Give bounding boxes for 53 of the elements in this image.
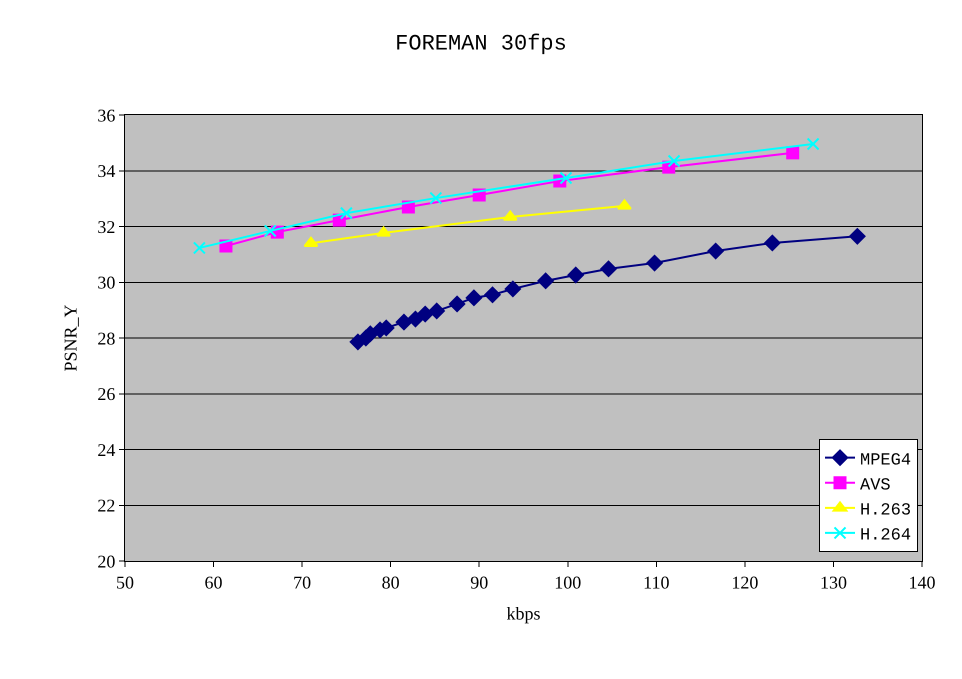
x-axis-title: kbps [506,604,541,624]
point [407,310,424,328]
y-tick-label: 34 [97,161,116,182]
x-tick-label: 100 [554,572,582,593]
y-tick-label: 30 [97,272,116,293]
x-tick-label: 130 [820,572,847,593]
point [340,206,353,220]
legend-label: H.264 [860,526,912,546]
y-tick-label: 24 [97,440,116,460]
point [484,286,501,303]
point [600,260,617,278]
legend-label: AVS [860,476,891,496]
y-tick-label: 26 [97,384,116,404]
y-tick-label: 28 [97,328,116,348]
point [396,314,412,330]
point [708,242,724,260]
point [264,224,277,238]
point [192,241,206,254]
point [617,199,632,210]
point [764,234,780,252]
x-tick-label: 60 [204,572,223,593]
point [429,192,442,205]
chart-title: FOREMAN 30fps [395,31,567,56]
x-tick-label: 50 [116,572,134,593]
point [428,302,445,320]
point [568,266,584,284]
legend-label: MPEG4 [860,451,912,470]
point [668,154,681,168]
point [537,272,554,290]
point [376,226,391,237]
y-tick-label: 22 [97,496,116,516]
point [786,146,800,160]
point [362,326,378,342]
y-tick-label: 36 [97,105,116,126]
point [646,254,663,272]
point [849,228,866,244]
point [448,296,466,312]
point [304,236,318,247]
point [417,306,434,322]
legend-label: H.263 [860,501,912,520]
x-tick-label: 120 [731,572,758,593]
y-tick-label: 32 [97,216,116,237]
point [504,280,522,298]
x-tick-label: 110 [643,572,670,593]
y-tick-label: 20 [97,551,116,572]
point [560,172,573,184]
x-tick-label: 80 [382,572,400,593]
point [806,137,820,150]
x-tick-label: 90 [470,572,488,593]
x-tick-label: 140 [908,572,936,593]
y-axis-title: PSNR_Y [60,304,81,372]
x-tick-label: 70 [293,572,312,593]
point [466,290,482,306]
